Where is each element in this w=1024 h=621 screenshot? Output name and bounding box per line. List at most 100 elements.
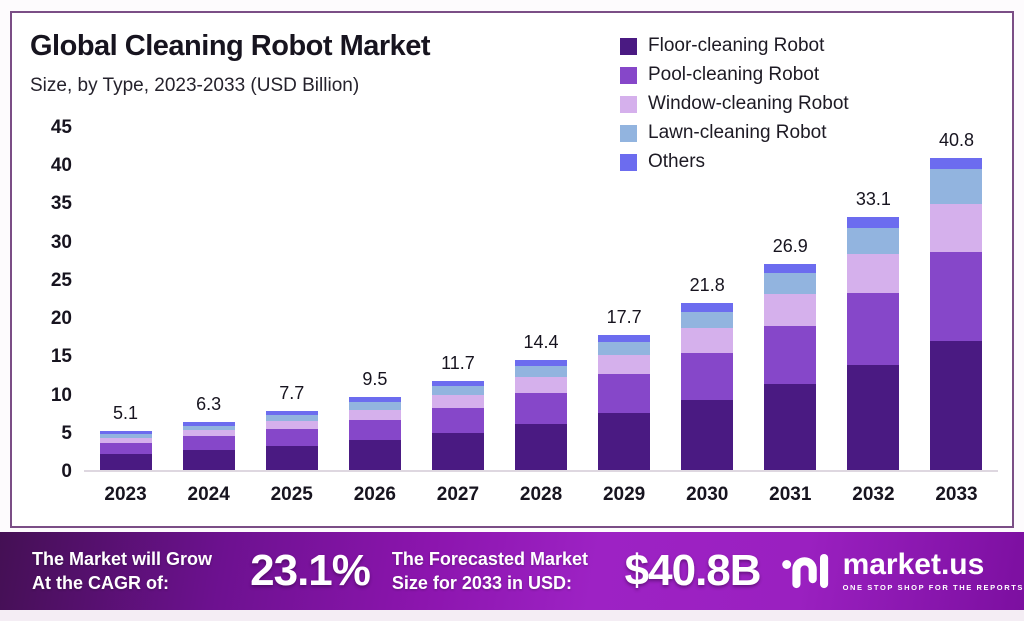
bar-total-label: 11.7 bbox=[441, 352, 475, 373]
forecast-label: The Forecasted Market Size for 2033 in U… bbox=[392, 547, 623, 596]
bar-segment bbox=[598, 354, 651, 375]
bar-segment bbox=[681, 311, 734, 328]
stacked-bar bbox=[764, 264, 817, 470]
stacked-bar bbox=[348, 397, 401, 470]
brand-tagline: ONE STOP SHOP FOR THE REPORTS bbox=[842, 583, 1024, 592]
bar-segment bbox=[930, 158, 983, 169]
bar-segment bbox=[847, 365, 900, 470]
bar-segment bbox=[431, 408, 484, 434]
bar-column: 17.7 2029 bbox=[583, 128, 666, 505]
page-title: Global Cleaning Robot Market bbox=[30, 30, 431, 62]
bar-column: 11.7 2027 bbox=[416, 128, 499, 505]
bar-segment bbox=[847, 293, 900, 366]
bar-segment bbox=[99, 442, 152, 454]
bar-segment bbox=[764, 294, 817, 327]
bar-total-label: 17.7 bbox=[606, 306, 642, 327]
footer-banner: The Market will Grow At the CAGR of: 23.… bbox=[0, 532, 1024, 610]
legend-label: Pool-cleaning Robot bbox=[648, 64, 820, 85]
bar-segment bbox=[847, 254, 900, 294]
x-axis-year-label: 2031 bbox=[769, 484, 812, 505]
bar-column: 9.5 2026 bbox=[333, 128, 416, 505]
y-tick-label: 35 bbox=[50, 193, 72, 215]
bar-total-label: 9.5 bbox=[362, 369, 388, 390]
bar-segment bbox=[764, 384, 817, 470]
bar-segment bbox=[930, 340, 983, 470]
bar-segment bbox=[99, 431, 152, 435]
forecast-label-line1: The Forecasted Market bbox=[391, 548, 588, 569]
bar-segment bbox=[431, 385, 484, 396]
legend-swatch-icon bbox=[620, 37, 637, 55]
bar-segment bbox=[348, 409, 401, 420]
brand-logo: market.us ONE STOP SHOP FOR THE REPORTS bbox=[781, 549, 1024, 593]
bar-total-label: 6.3 bbox=[196, 393, 222, 414]
legend-item: Pool-cleaning Robot bbox=[620, 64, 849, 86]
marketus-logo-icon bbox=[781, 553, 828, 589]
bar-segment bbox=[681, 303, 734, 312]
bar-segment bbox=[598, 374, 651, 413]
x-axis-year-label: 2030 bbox=[686, 484, 729, 505]
stacked-bar bbox=[930, 158, 983, 470]
x-axis-year-label: 2028 bbox=[519, 484, 563, 505]
bar-segment bbox=[847, 227, 900, 255]
bar-total-label: 40.8 bbox=[938, 130, 974, 151]
x-axis-year-label: 2032 bbox=[852, 484, 895, 505]
y-axis: 0 5 10 15 20 25 30 35 40 45 bbox=[28, 117, 72, 482]
chart-card: Global Cleaning Robot Market Size, by Ty… bbox=[10, 11, 1014, 528]
legend-label: Others bbox=[648, 151, 706, 172]
bar-segment bbox=[99, 453, 152, 470]
bar-segment bbox=[764, 326, 817, 385]
bar-segment bbox=[182, 421, 235, 426]
legend-item: Others bbox=[620, 151, 849, 173]
bar-segment bbox=[182, 450, 235, 470]
bar-segment bbox=[348, 397, 401, 402]
legend-label: Window-cleaning Robot bbox=[648, 93, 849, 114]
bar-column: 33.1 2032 bbox=[832, 128, 915, 505]
brand-name: market.us bbox=[842, 548, 985, 581]
bar-segment bbox=[515, 392, 568, 425]
bar-segment bbox=[431, 433, 484, 470]
stacked-bar bbox=[431, 380, 484, 470]
y-tick-label: 0 bbox=[61, 461, 72, 482]
bar-total-label: 7.7 bbox=[279, 383, 305, 404]
bar-column: 26.9 2031 bbox=[749, 128, 832, 505]
y-tick-label: 40 bbox=[50, 155, 72, 177]
x-axis-year-label: 2033 bbox=[935, 484, 978, 505]
legend-item: Window-cleaning Robot bbox=[620, 93, 849, 115]
bar-column: 6.3 2024 bbox=[167, 128, 250, 505]
bar-total-label: 26.9 bbox=[772, 236, 808, 257]
bar-segment bbox=[930, 168, 983, 204]
forecast-value: $40.8B bbox=[624, 546, 762, 595]
bar-column: 5.1 2023 bbox=[84, 128, 167, 505]
bar-segment bbox=[515, 366, 568, 377]
bottom-strip bbox=[0, 610, 1024, 621]
chart-legend: Floor-cleaning Robot Pool-cleaning Robot W… bbox=[620, 35, 849, 180]
bar-segment bbox=[265, 445, 318, 470]
legend-label: Lawn-cleaning Robot bbox=[648, 122, 827, 143]
cagr-value: 23.1% bbox=[250, 546, 371, 595]
legend-swatch-icon bbox=[620, 124, 637, 142]
bar-segment bbox=[764, 272, 817, 295]
bar-segment bbox=[598, 412, 651, 470]
bar-segment bbox=[265, 421, 318, 429]
x-axis-year-label: 2024 bbox=[187, 484, 230, 505]
stacked-bar bbox=[681, 303, 734, 470]
stacked-bar bbox=[847, 217, 900, 470]
bar-segment bbox=[265, 414, 318, 422]
bar-column: 40.8 2033 bbox=[915, 128, 998, 505]
bar-segment bbox=[182, 430, 235, 437]
stacked-bar bbox=[515, 359, 568, 470]
bar-total-label: 21.8 bbox=[689, 275, 725, 296]
x-axis-year-label: 2025 bbox=[270, 484, 313, 505]
legend-swatch-icon bbox=[620, 153, 637, 171]
bar-segment bbox=[99, 434, 152, 438]
stacked-bar bbox=[182, 421, 235, 470]
cagr-label-line1: The Market will Grow bbox=[32, 548, 213, 569]
chart-subtitle: Size, by Type, 2023-2033 (USD Billion) bbox=[30, 75, 360, 96]
stacked-bar bbox=[598, 334, 651, 470]
x-axis-year-label: 2029 bbox=[602, 484, 646, 505]
bar-segment bbox=[515, 376, 568, 393]
stacked-bar bbox=[265, 411, 318, 470]
bar-segment bbox=[265, 411, 318, 415]
bar-total-label: 14.4 bbox=[523, 331, 559, 352]
bar-segment bbox=[182, 436, 235, 451]
